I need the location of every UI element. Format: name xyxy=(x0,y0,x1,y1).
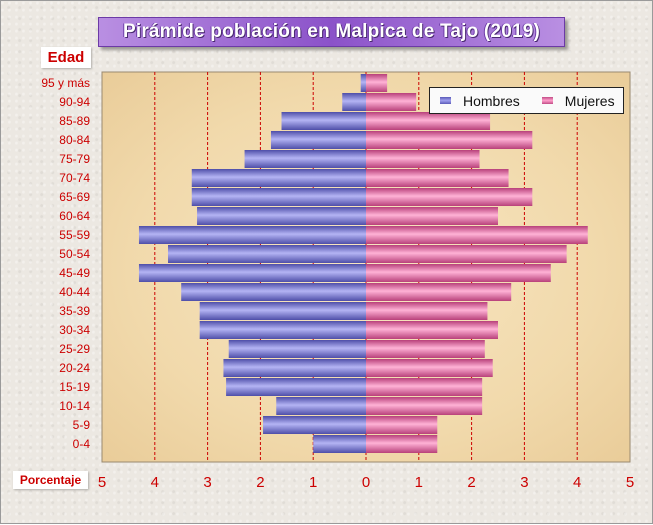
legend-item-women: Mujeres xyxy=(541,92,615,109)
bar-men xyxy=(270,131,366,149)
bar-women xyxy=(366,321,498,339)
age-label: 40-44 xyxy=(59,285,90,299)
x-tick-labels-group: 5 4 3 2 1 0 1 2 3 4 5 xyxy=(98,474,634,491)
bar-men xyxy=(223,359,366,377)
bar-women xyxy=(366,245,567,263)
bar-women xyxy=(366,150,480,168)
x-tick-label: 1 xyxy=(309,474,317,491)
legend-label-men: Hombres xyxy=(463,92,520,109)
x-tick-label: 5 xyxy=(98,474,106,491)
bar-women xyxy=(366,283,512,301)
x-tick-label: 4 xyxy=(151,474,159,491)
age-label: 70-74 xyxy=(59,171,90,185)
age-label: 80-84 xyxy=(59,133,90,147)
bar-women xyxy=(366,131,533,149)
bar-men xyxy=(228,340,366,358)
bars-group xyxy=(138,74,588,453)
bar-men xyxy=(197,207,366,225)
x-tick-label: 2 xyxy=(467,474,475,491)
bar-men xyxy=(138,264,366,282)
age-label: 60-64 xyxy=(59,209,90,223)
age-label: 15-19 xyxy=(59,380,90,394)
bar-women xyxy=(366,169,509,187)
bar-women xyxy=(366,416,438,434)
age-label: 75-79 xyxy=(59,152,90,166)
bar-women xyxy=(366,207,498,225)
x-axis-tag: Porcentaje xyxy=(13,471,88,489)
x-tick-label: 0 xyxy=(362,474,370,491)
chart-title: Pirámide población en Malpica de Tajo (2… xyxy=(122,21,541,42)
age-label: 10-14 xyxy=(59,399,90,413)
age-label: 20-24 xyxy=(59,361,90,375)
x-tick-label: 4 xyxy=(573,474,581,491)
bar-women xyxy=(366,435,438,453)
legend-item-men: Hombres xyxy=(440,93,520,109)
age-label: 65-69 xyxy=(59,190,90,204)
bar-women xyxy=(366,378,483,396)
bar-women xyxy=(366,74,388,92)
age-label: 5-9 xyxy=(73,418,91,432)
bar-men xyxy=(342,93,366,111)
age-label: 25-29 xyxy=(59,342,90,356)
y-axis-tag: Edad xyxy=(41,47,91,68)
bar-men xyxy=(199,302,366,320)
bar-men xyxy=(181,283,366,301)
legend: Hombres Mujeres xyxy=(429,87,624,114)
x-tick-label: 2 xyxy=(256,474,264,491)
chart-title-box: Pirámide población en Malpica de Tajo (2… xyxy=(98,17,565,47)
age-label: 35-39 xyxy=(59,304,90,318)
age-label: 30-34 xyxy=(59,323,90,337)
bar-men xyxy=(281,112,366,130)
age-label: 0-4 xyxy=(73,437,91,451)
age-labels-group: 95 y más 90-94 85-89 80-84 75-79 70-74 65-69 60… xyxy=(41,76,90,451)
bar-women xyxy=(366,359,493,377)
bar-women xyxy=(366,340,485,358)
bar-women xyxy=(366,226,588,244)
age-label: 50-54 xyxy=(59,247,90,261)
x-tick-label: 3 xyxy=(203,474,211,491)
bar-women xyxy=(366,397,483,415)
bar-women xyxy=(366,93,417,111)
bar-women xyxy=(366,188,533,206)
x-tick-label: 3 xyxy=(520,474,528,491)
age-label: 95 y más xyxy=(41,76,90,90)
bar-men xyxy=(168,245,366,263)
bar-men xyxy=(199,321,366,339)
bar-men xyxy=(313,435,366,453)
age-label: 90-94 xyxy=(59,95,90,109)
bar-men xyxy=(244,150,366,168)
bar-women xyxy=(366,264,551,282)
legend-swatch-women xyxy=(541,97,553,104)
bar-men xyxy=(226,378,366,396)
bar-men xyxy=(138,226,366,244)
age-label: 45-49 xyxy=(59,266,90,280)
legend-label-women: Mujeres xyxy=(564,92,615,109)
age-label: 55-59 xyxy=(59,228,90,242)
bar-women xyxy=(366,112,491,130)
bar-men xyxy=(263,416,366,434)
bar-men xyxy=(276,397,366,415)
bar-men xyxy=(360,74,366,92)
age-label: 85-89 xyxy=(59,114,90,128)
bar-men xyxy=(191,188,366,206)
x-tick-label: 1 xyxy=(415,474,423,491)
x-tick-label: 5 xyxy=(626,474,634,491)
bar-women xyxy=(366,302,488,320)
legend-swatch-men xyxy=(440,97,451,104)
bar-men xyxy=(191,169,366,187)
